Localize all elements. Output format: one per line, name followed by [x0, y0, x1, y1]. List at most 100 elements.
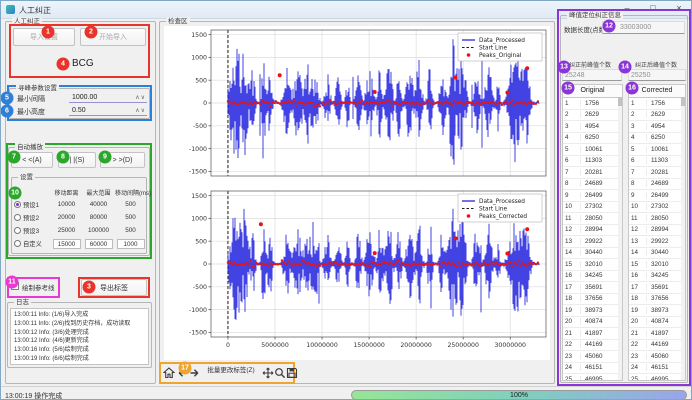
table-row[interactable]: 5 10061	[629, 144, 685, 156]
table-row[interactable]: 3 4954	[563, 121, 622, 133]
svg-text:1000: 1000	[191, 216, 207, 223]
table-row[interactable]: 9 26499	[629, 190, 685, 202]
row-index: 5	[563, 145, 581, 153]
table-row[interactable]: 4 6250	[563, 133, 622, 144]
row-value: 4954	[585, 122, 600, 130]
table-row[interactable]: 15 32010	[629, 259, 685, 271]
zoom-icon[interactable]	[274, 367, 286, 379]
table-row[interactable]: 8 24689	[563, 179, 622, 190]
table-row[interactable]: 8 24689	[629, 179, 685, 190]
preset-input[interactable]: 60000	[84, 238, 113, 249]
row-index: 14	[629, 249, 647, 257]
annotation-marker-17: 17	[178, 361, 192, 375]
home-icon[interactable]	[163, 367, 175, 379]
table-row[interactable]: 22 44169	[563, 340, 622, 351]
table-row[interactable]: 21 41897	[629, 328, 685, 340]
chart-canvas: 1500 1000 500 0 -500 -1000 -1500 Data_Processed…	[164, 26, 550, 360]
table-row[interactable]: 2 2629	[629, 110, 685, 121]
table-row[interactable]: 24 46151	[629, 363, 685, 374]
table-row[interactable]: 16 34245	[563, 271, 622, 282]
row-index: 12	[563, 226, 581, 234]
table-row[interactable]: 24 46151	[563, 363, 622, 374]
preset-radio[interactable]	[14, 227, 21, 234]
table-row[interactable]: 18 37656	[629, 294, 685, 305]
log-group-title: 日志	[14, 298, 31, 307]
preset-input[interactable]: 1000	[116, 238, 145, 249]
table-row[interactable]: 19 38973	[563, 305, 622, 317]
preset-radio[interactable]	[14, 214, 21, 221]
row-index: 3	[629, 122, 647, 130]
table-row[interactable]: 6 11303	[563, 156, 622, 167]
min-height-spinbox[interactable]: 0.50 ∧∨	[69, 105, 147, 116]
table-row[interactable]: 11 28050	[563, 213, 622, 225]
svg-text:-500: -500	[193, 284, 207, 291]
table-scrollbar[interactable]	[681, 97, 685, 380]
table-row[interactable]: 4 6250	[629, 133, 685, 144]
table-row[interactable]: 20 40874	[629, 317, 685, 328]
table-row[interactable]: 21 41897	[563, 328, 622, 340]
original-peaks-table[interactable]: Original 1 1756 2 2629 3 4954 4 6250 5 10061 6 11303…	[562, 84, 623, 381]
spinner-arrows-icon[interactable]: ∧∨	[135, 107, 146, 114]
export-labels-button[interactable]: 导出标签	[81, 279, 147, 296]
log-lines[interactable]: 13:00:11 Info: (1/6)导入完成 13:00:11 Info: (…	[10, 308, 149, 365]
table-row[interactable]: 16 34245	[629, 271, 685, 282]
table-row[interactable]: 14 30440	[629, 248, 685, 259]
table-row[interactable]: 10 27302	[629, 202, 685, 213]
table-row[interactable]: 13 29922	[629, 236, 685, 248]
before-count-label: 纠正前峰值个数	[569, 63, 612, 69]
close-button[interactable]: ×	[676, 3, 682, 13]
table-row[interactable]: 12 28994	[563, 225, 622, 236]
preset-radio[interactable]	[14, 240, 21, 247]
min-interval-spinbox[interactable]: 1000.00 ∧∨	[69, 92, 147, 103]
row-index: 6	[629, 157, 647, 165]
table-row[interactable]: 18 37656	[563, 294, 622, 305]
table-row[interactable]: 12 28994	[629, 225, 685, 236]
table-row[interactable]: 19 38973	[629, 305, 685, 317]
table-row[interactable]: 22 44169	[629, 340, 685, 351]
table-row[interactable]: 15 32010	[563, 259, 622, 271]
preset-radio[interactable]	[14, 201, 21, 208]
table-row[interactable]: 1 1756	[629, 98, 685, 110]
row-value: 34245	[651, 272, 669, 280]
corrected-peaks-table[interactable]: Corrected 1 1756 2 2629 3 4954 4 6250 5 10061 6 1130…	[628, 84, 686, 381]
preset-input[interactable]: 15000	[52, 238, 81, 249]
table-scrollbar[interactable]	[618, 97, 622, 380]
table-row[interactable]: 23 45060	[629, 351, 685, 363]
table-row[interactable]: 14 30440	[563, 248, 622, 259]
save-icon[interactable]	[286, 367, 298, 379]
table-row[interactable]: 9 26499	[563, 190, 622, 202]
min-height-value[interactable]: 0.50	[72, 106, 86, 114]
annotation-marker-9: 9	[98, 150, 112, 164]
table-row[interactable]: 3 4954	[629, 121, 685, 133]
table-row[interactable]: 7 20281	[629, 167, 685, 179]
table-header: Corrected	[629, 85, 685, 98]
min-interval-value[interactable]: 1000.00	[72, 93, 98, 101]
minimize-button[interactable]: –	[624, 3, 630, 13]
table-row[interactable]: 25 46995	[563, 374, 622, 380]
table-row[interactable]: 25 46995	[629, 374, 685, 380]
table-row[interactable]: 23 45060	[563, 351, 622, 363]
forward-icon[interactable]	[189, 367, 201, 379]
spinner-arrows-icon[interactable]: ∧∨	[135, 94, 146, 101]
table-row[interactable]: 20 40874	[563, 317, 622, 328]
table-row[interactable]: 17 35691	[629, 282, 685, 294]
inspection-group-title: 检查区	[166, 17, 190, 26]
table-row[interactable]: 5 10061	[563, 144, 622, 156]
table-row[interactable]: 10 27302	[563, 202, 622, 213]
table-row[interactable]: 2 2629	[563, 110, 622, 121]
table-row[interactable]: 6 11303	[629, 156, 685, 167]
row-index: 18	[629, 295, 647, 303]
pan-icon[interactable]	[262, 367, 274, 379]
table-row[interactable]: 17 35691	[563, 282, 622, 294]
maximize-button[interactable]: □	[650, 3, 656, 13]
window-title: 人工纠正	[19, 6, 51, 15]
table-row[interactable]: 11 28050	[629, 213, 685, 225]
batch-edit-labels-button[interactable]: 批量更改标签(Z)	[207, 367, 255, 374]
table-row[interactable]: 1 1756	[563, 98, 622, 110]
preset-row: 预设3 25000 100000 500	[14, 224, 146, 237]
preset-value: 20000	[57, 214, 76, 221]
table-row[interactable]: 7 20281	[563, 167, 622, 179]
row-value: 28050	[585, 214, 603, 222]
table-row[interactable]: 13 29922	[563, 236, 622, 248]
